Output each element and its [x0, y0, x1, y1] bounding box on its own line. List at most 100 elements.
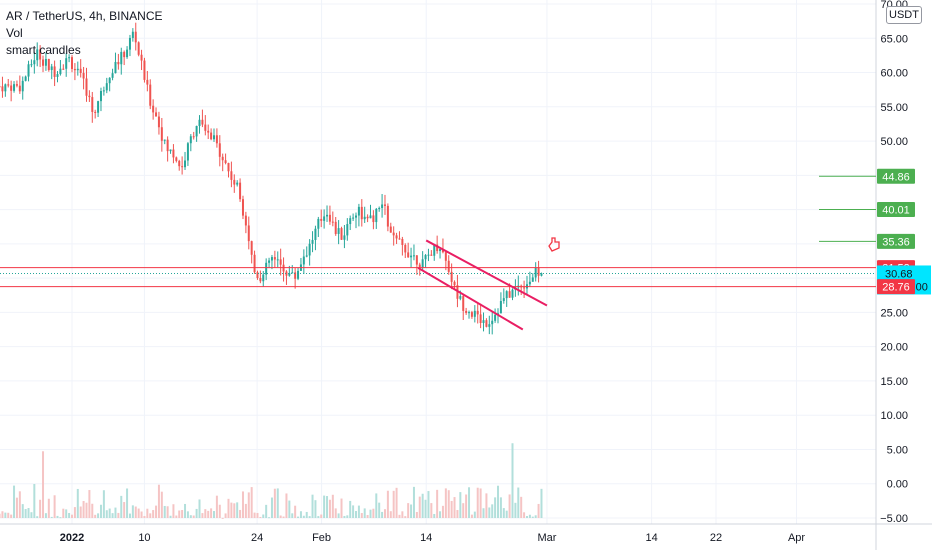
volume-bar [239, 509, 242, 518]
volume-bar [430, 503, 433, 518]
candle-body [30, 64, 33, 66]
volume-bar [7, 512, 10, 518]
candle-body [418, 264, 421, 268]
candle-body [62, 68, 65, 70]
candle-body [337, 228, 340, 234]
volume-bar [476, 487, 479, 518]
volume-bar [502, 508, 505, 518]
volume-bar [155, 505, 158, 518]
volume-bar [375, 493, 378, 518]
volume-bar [71, 514, 73, 518]
x-tick-label: 2022 [60, 532, 84, 544]
indicator-smart-candles[interactable]: smart candles [6, 43, 81, 57]
candle-body [50, 66, 53, 71]
volume-bar [343, 515, 346, 518]
candle-body [421, 259, 424, 268]
candle-body [482, 320, 485, 324]
candle-body [439, 249, 442, 252]
candle-body [523, 287, 526, 289]
volume-bar [424, 499, 427, 518]
candle-body [108, 77, 111, 84]
volume-bar [50, 516, 53, 518]
candle-body [186, 143, 189, 161]
volume-bar [317, 516, 320, 518]
volume-bar [21, 504, 24, 518]
target-price-label-bg [877, 233, 915, 249]
volume-bar [256, 512, 259, 518]
candle-body [131, 31, 134, 38]
x-tick-label: 14 [645, 532, 657, 544]
volume-bar [201, 513, 204, 518]
volume-bar [314, 500, 317, 518]
candle-body [21, 80, 24, 92]
y-tick-label: 55.00 [880, 102, 908, 114]
candle-body [82, 72, 85, 79]
volume-bar [352, 505, 355, 518]
candle-body [476, 310, 479, 315]
candle-body [349, 218, 352, 225]
candle-body [427, 254, 430, 256]
candle-body [491, 320, 494, 325]
candle-body [328, 214, 331, 222]
candle-body [137, 42, 140, 55]
candle-body [244, 215, 247, 226]
volume-bar [178, 510, 181, 518]
volume-bar [381, 511, 384, 518]
candle-body [412, 255, 415, 257]
y-tick-label: 70.00 [880, 0, 908, 11]
candle-body [473, 310, 476, 317]
candle-body [149, 84, 152, 106]
candle-body [175, 157, 178, 161]
candle-body [207, 130, 210, 133]
candle-body [126, 49, 129, 58]
candle-body [15, 84, 18, 86]
volume-bar [491, 504, 494, 518]
volume-bar [53, 495, 56, 518]
x-tick-label: Mar [537, 532, 556, 544]
candle-body [392, 232, 395, 236]
candle-body [233, 179, 236, 185]
candle-body [102, 90, 105, 92]
volume-bar [308, 516, 311, 518]
indicator-vol[interactable]: Vol [6, 26, 23, 40]
volume-bar [497, 485, 500, 518]
volume-bar [355, 511, 358, 518]
candle-body [189, 136, 192, 144]
candle-body [152, 105, 155, 113]
candle-body [117, 61, 120, 65]
volume-bar [450, 500, 453, 518]
candle-body [268, 260, 271, 263]
y-tick-label: 50.00 [880, 136, 908, 148]
volume-bar [378, 502, 381, 518]
volume-bar [152, 510, 155, 518]
volume-bar [120, 495, 123, 518]
volume-bar [97, 513, 100, 518]
volume-bar [462, 503, 465, 518]
volume-bar [36, 516, 39, 518]
volume-bar [65, 509, 68, 518]
candle-body [39, 49, 42, 60]
y-tick-label: 60.00 [880, 68, 908, 80]
candle-body [294, 272, 297, 279]
candle-body [169, 149, 172, 152]
volume-bar [221, 517, 224, 519]
candle-body [56, 74, 59, 77]
candle-body [436, 244, 439, 252]
x-tick-label: 24 [251, 532, 263, 544]
candle-body [262, 274, 265, 282]
candle-body [204, 124, 207, 131]
candle-body [241, 199, 244, 216]
candle-body [76, 68, 79, 71]
volume-bar [140, 511, 143, 518]
currency-label[interactable]: USDT [886, 6, 922, 24]
volume-bar [250, 487, 253, 518]
candle-body [47, 58, 50, 71]
candle-body [401, 238, 404, 245]
volume-bar [395, 487, 398, 518]
candle-body [227, 163, 230, 172]
candle-body [323, 216, 326, 221]
volume-bar [166, 506, 169, 518]
volume-bar [386, 490, 389, 518]
